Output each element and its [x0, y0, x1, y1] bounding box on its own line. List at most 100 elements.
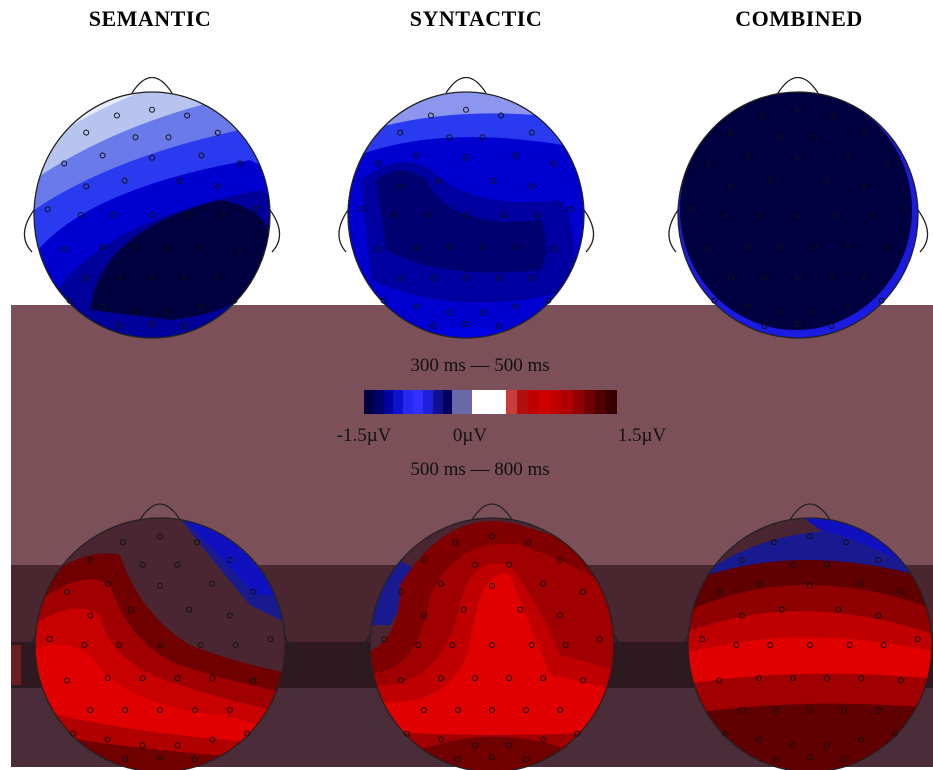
electrode-marker — [767, 642, 774, 648]
electrode-marker — [721, 730, 728, 737]
electrode-marker — [397, 274, 404, 281]
electrode-marker — [557, 707, 564, 713]
electrode-marker — [790, 675, 796, 682]
electrode-marker — [705, 160, 712, 167]
topomap-combined-late — [677, 503, 933, 770]
electrode-marker — [149, 154, 155, 161]
column-title-syntactic: SYNTACTIC — [409, 6, 543, 31]
electrode-marker — [498, 112, 505, 119]
electrode-marker — [460, 606, 467, 613]
electrode-marker — [534, 212, 541, 218]
electrode-marker — [878, 297, 885, 304]
electrode-marker — [834, 212, 841, 218]
colorbar-swatch — [452, 390, 463, 414]
electrode-marker — [44, 206, 51, 213]
electrode-marker — [822, 177, 829, 184]
colorbar-swatch — [364, 390, 374, 414]
electrode-marker — [99, 303, 106, 310]
electrode-marker — [540, 580, 547, 587]
electrode-marker — [795, 320, 801, 327]
electrode-marker — [250, 588, 256, 595]
electrode-marker — [767, 177, 774, 184]
electrode-marker — [191, 707, 198, 713]
electrode-marker — [540, 736, 547, 743]
electrode-marker — [540, 675, 547, 682]
electrode-marker — [122, 756, 129, 763]
electrode-marker — [122, 707, 129, 713]
topomap-syntactic-late — [359, 503, 625, 770]
electrode-marker — [452, 539, 459, 546]
electrode-marker — [733, 642, 740, 648]
electrode-marker — [845, 244, 852, 250]
electrode-marker — [705, 246, 712, 253]
colorbar-swatch — [432, 390, 443, 414]
colorbar-max-label: 1.5µV — [617, 425, 667, 446]
electrode-marker — [61, 246, 68, 253]
colorbar-swatch — [506, 390, 518, 414]
colorbar-positive — [506, 390, 617, 414]
electrode-marker — [722, 212, 729, 218]
electrode-marker — [875, 612, 882, 619]
electrode-marker — [807, 582, 813, 589]
electrode-marker — [397, 183, 404, 190]
electrode-marker — [479, 134, 486, 141]
electrode-marker — [119, 539, 126, 546]
electrode-marker — [209, 736, 216, 743]
electrode-marker — [267, 636, 274, 643]
electrode-marker — [512, 244, 519, 250]
electrode-marker — [489, 582, 495, 589]
electrode-marker — [728, 129, 734, 136]
electrode-marker — [61, 160, 68, 167]
electrode-marker — [232, 642, 239, 648]
electrode-marker — [375, 160, 382, 167]
colorbar-swatch — [539, 390, 551, 414]
electrode-marker — [506, 561, 512, 568]
electrode-marker — [835, 606, 842, 613]
column-title-combined: COMBINED — [735, 6, 863, 31]
electrode-marker — [209, 675, 216, 682]
electrode-marker — [875, 557, 882, 563]
electrode-marker — [139, 675, 146, 682]
electrode-marker — [149, 212, 155, 218]
electrode-marker — [489, 642, 495, 648]
electrode-marker — [149, 274, 155, 281]
electrode-marker — [490, 177, 497, 184]
electrode-marker — [253, 206, 260, 213]
electrode-marker — [528, 183, 535, 190]
electrode-marker — [420, 612, 427, 619]
electrode-marker — [773, 756, 779, 763]
electrode-marker — [209, 580, 216, 587]
electrode-marker — [358, 206, 365, 213]
colorbar-zero-gap — [472, 390, 506, 414]
electrode-marker — [773, 707, 779, 713]
electrode-marker — [165, 244, 172, 250]
electrode-marker — [236, 160, 243, 167]
electrode-marker — [830, 112, 837, 119]
electrode-marker — [403, 730, 410, 737]
electrode-marker — [455, 707, 461, 713]
electrode-marker — [220, 212, 227, 218]
electrode-marker — [875, 707, 882, 713]
colorbar-swatch — [403, 390, 414, 414]
electrode-marker — [755, 736, 762, 743]
electrode-marker — [770, 539, 777, 546]
electrode-marker — [579, 588, 586, 595]
electrode-marker — [512, 152, 519, 159]
electrode-marker — [862, 274, 868, 281]
electrode-marker — [87, 612, 94, 619]
electrode-marker — [759, 112, 766, 119]
electrode-marker — [716, 588, 723, 595]
electrode-marker — [699, 636, 706, 643]
topomap-semantic-late — [25, 503, 295, 770]
electrode-marker — [778, 606, 785, 613]
electrode-marker — [501, 212, 508, 218]
electrode-marker — [711, 297, 718, 304]
electrode-marker — [567, 206, 574, 213]
electrode-marker — [525, 539, 532, 546]
electrode-marker — [435, 177, 442, 184]
electrode-marker — [198, 152, 205, 159]
colorbar-swatch — [462, 390, 472, 414]
electrode-marker — [824, 742, 830, 749]
electrode-marker — [807, 642, 813, 648]
electrode-marker — [165, 309, 172, 316]
